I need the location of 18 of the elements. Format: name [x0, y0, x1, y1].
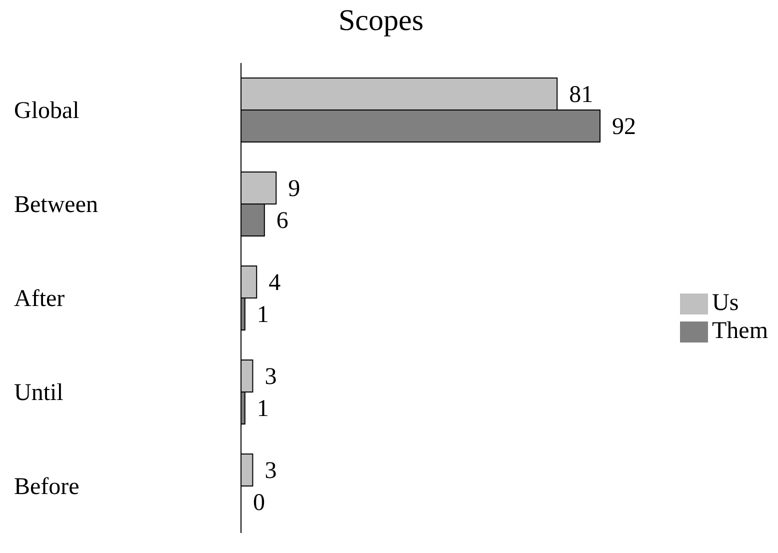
data-label: 4 — [268, 270, 281, 296]
data-label: 1 — [256, 302, 269, 328]
data-label: 92 — [612, 114, 636, 140]
data-label: 3 — [264, 458, 277, 484]
data-label: 9 — [288, 176, 300, 202]
y-tick-label: After — [14, 286, 65, 312]
y-tick-label: Before — [14, 474, 80, 500]
legend-label: Them — [712, 318, 768, 344]
data-label: 3 — [264, 364, 277, 390]
data-label: 0 — [253, 490, 265, 516]
legend-label: Us — [712, 290, 739, 316]
data-label: 81 — [569, 82, 594, 108]
chart-title: Scopes — [338, 4, 424, 38]
data-label: 1 — [256, 396, 269, 422]
y-tick-label: Between — [14, 192, 98, 218]
y-tick-label: Global — [14, 98, 80, 124]
y-tick-label: Until — [14, 380, 64, 406]
data-label: 6 — [276, 208, 288, 234]
